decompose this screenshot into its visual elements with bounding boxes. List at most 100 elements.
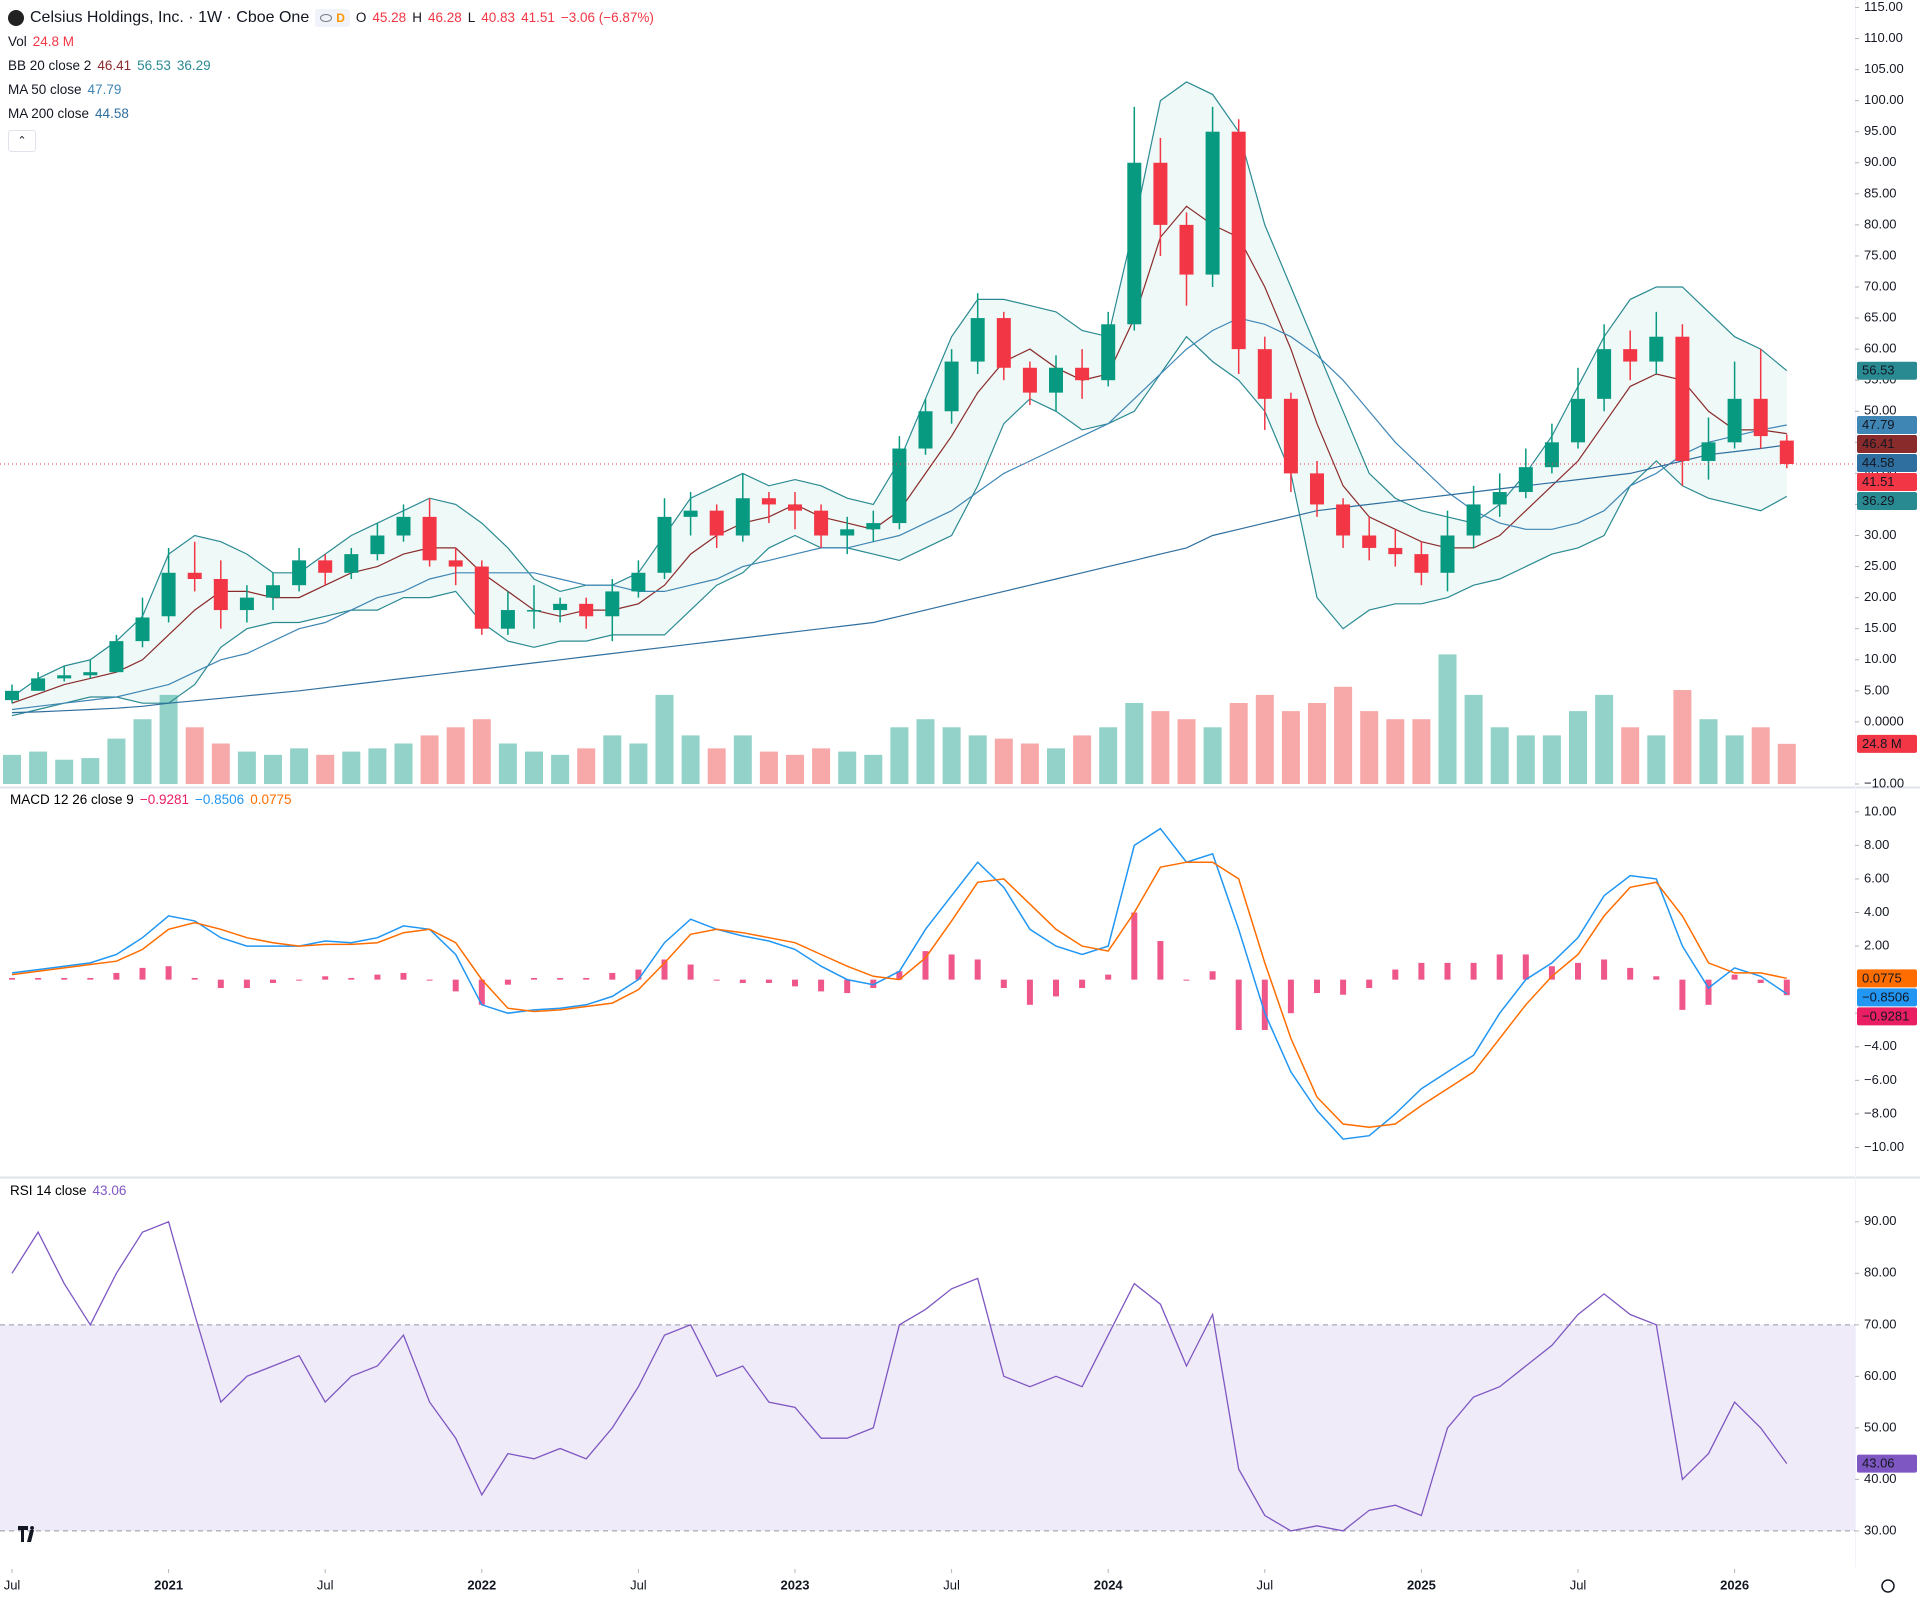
candle-body bbox=[1414, 554, 1429, 573]
line bbox=[11, 1220, 1788, 1532]
volume-bar bbox=[1725, 735, 1744, 784]
volume-bar bbox=[603, 735, 622, 784]
y-tick-label: 50.00 bbox=[1864, 1419, 1897, 1434]
settings-icon[interactable] bbox=[1881, 1579, 1895, 1593]
candle-body bbox=[605, 591, 620, 617]
candle-body bbox=[1753, 398, 1768, 437]
candle-body bbox=[683, 510, 698, 517]
histogram-bar bbox=[1366, 979, 1373, 989]
volume-bar bbox=[264, 754, 282, 784]
y-tick-label: 115.00 bbox=[1864, 0, 1903, 14]
volume-bar bbox=[237, 751, 256, 784]
axis-tag-label: −0.8506 bbox=[1862, 989, 1909, 1004]
rsi-band bbox=[0, 1324, 1855, 1531]
candle-body bbox=[1049, 367, 1063, 393]
histogram-bar bbox=[270, 979, 276, 983]
histogram-bar bbox=[1522, 954, 1529, 980]
volume-bar bbox=[290, 748, 309, 784]
histogram-bar bbox=[1444, 962, 1451, 980]
histogram-bar bbox=[1705, 979, 1712, 1005]
badge[interactable]: D bbox=[315, 9, 350, 27]
y-tick-label: 6.00 bbox=[1864, 870, 1889, 885]
candle-body bbox=[996, 318, 1011, 368]
candle-body bbox=[631, 572, 646, 592]
line bbox=[11, 317, 1787, 711]
candle-body bbox=[1283, 398, 1298, 474]
indicator-value: −0.8506 bbox=[195, 792, 245, 807]
candle-body bbox=[735, 498, 750, 536]
histogram-bar bbox=[922, 951, 929, 980]
histogram-bar bbox=[1757, 979, 1764, 983]
volume-bar bbox=[1569, 711, 1587, 784]
symbol-row: Celsius Holdings, Inc. · 1W · Cboe One D… bbox=[8, 6, 654, 30]
candle-body bbox=[213, 578, 228, 611]
volume-bar bbox=[1516, 735, 1535, 784]
histogram-bar bbox=[400, 972, 407, 980]
open-value: 45.28 bbox=[372, 10, 407, 25]
histogram-bar bbox=[1418, 962, 1425, 980]
axis-tag-bg bbox=[1857, 415, 1917, 434]
histogram-bar bbox=[1575, 962, 1581, 980]
x-tick-label: Jul bbox=[1570, 1577, 1587, 1592]
axis-tag-label: 46.41 bbox=[1862, 436, 1895, 451]
candle-body bbox=[135, 617, 150, 642]
y-tick-label: 25.00 bbox=[1864, 558, 1897, 573]
change-value: −3.06 (−6.87%) bbox=[560, 10, 654, 25]
histogram-bar bbox=[1548, 966, 1555, 980]
candle-body bbox=[370, 535, 385, 555]
volume-bar bbox=[211, 743, 230, 784]
candle-body bbox=[970, 318, 985, 362]
candle-body bbox=[1179, 224, 1194, 275]
volume-bar bbox=[551, 754, 570, 784]
indicator-name: BB 20 close 2 bbox=[8, 58, 92, 73]
symbol-title[interactable]: Celsius Holdings, Inc. · 1W · Cboe One bbox=[30, 9, 310, 26]
volume-bar bbox=[29, 751, 48, 784]
y-tick-label: 10.00 bbox=[1864, 651, 1897, 666]
y-tick-label: 60.00 bbox=[1864, 341, 1897, 356]
histogram-bar bbox=[1157, 941, 1164, 980]
y-tick-label: 80.00 bbox=[1864, 216, 1897, 231]
histogram-bar bbox=[1261, 979, 1268, 1030]
volume-bar bbox=[420, 735, 439, 784]
histogram-bar bbox=[1470, 962, 1477, 980]
axis-tag: 47.79 bbox=[1857, 415, 1917, 434]
y-tick-label: −8.00 bbox=[1864, 1105, 1897, 1120]
histogram-bar bbox=[322, 976, 329, 980]
axis-tag-bg bbox=[1857, 491, 1917, 510]
y-tick-label: −4.00 bbox=[1864, 1038, 1897, 1053]
histogram-bar bbox=[713, 979, 720, 981]
candle-body bbox=[57, 675, 72, 679]
y-tick-label: 40.00 bbox=[1864, 1471, 1897, 1486]
collapse-button[interactable]: ⌃ bbox=[8, 130, 36, 152]
volume-bar bbox=[655, 694, 674, 784]
indicator-value: 43.06 bbox=[92, 1183, 127, 1198]
volume-bar bbox=[733, 735, 752, 784]
y-tick-label: −6.00 bbox=[1864, 1072, 1897, 1087]
candle-body bbox=[553, 603, 568, 611]
indicator-value: 36.29 bbox=[176, 58, 211, 73]
axis-tag: 46.41 bbox=[1857, 434, 1917, 453]
y-tick-label: 105.00 bbox=[1864, 61, 1904, 76]
volume-bar bbox=[1595, 694, 1614, 784]
volume-bar bbox=[1255, 694, 1274, 784]
histogram-bar bbox=[1679, 979, 1686, 1010]
y-tick-label: 70.00 bbox=[1864, 1316, 1897, 1331]
low-value: 40.83 bbox=[481, 10, 516, 25]
histogram-bar bbox=[531, 977, 537, 980]
x-tick-label: Jul bbox=[4, 1577, 21, 1592]
volume-bar bbox=[1308, 703, 1326, 784]
y-tick-label: 110.00 bbox=[1864, 30, 1903, 45]
histogram-bar bbox=[974, 959, 981, 980]
candle-body bbox=[1518, 467, 1533, 493]
volume-bar bbox=[864, 754, 883, 784]
candle-body bbox=[109, 641, 124, 673]
volume-bar bbox=[1438, 654, 1457, 784]
candle-body bbox=[500, 610, 515, 629]
candle-body bbox=[1544, 442, 1559, 468]
volume-bar bbox=[159, 694, 178, 784]
candle-body bbox=[292, 560, 307, 586]
axis-tag: 44.58 bbox=[1857, 453, 1917, 472]
candle-body bbox=[814, 510, 829, 536]
line bbox=[11, 444, 1787, 714]
line bbox=[11, 861, 1787, 1129]
